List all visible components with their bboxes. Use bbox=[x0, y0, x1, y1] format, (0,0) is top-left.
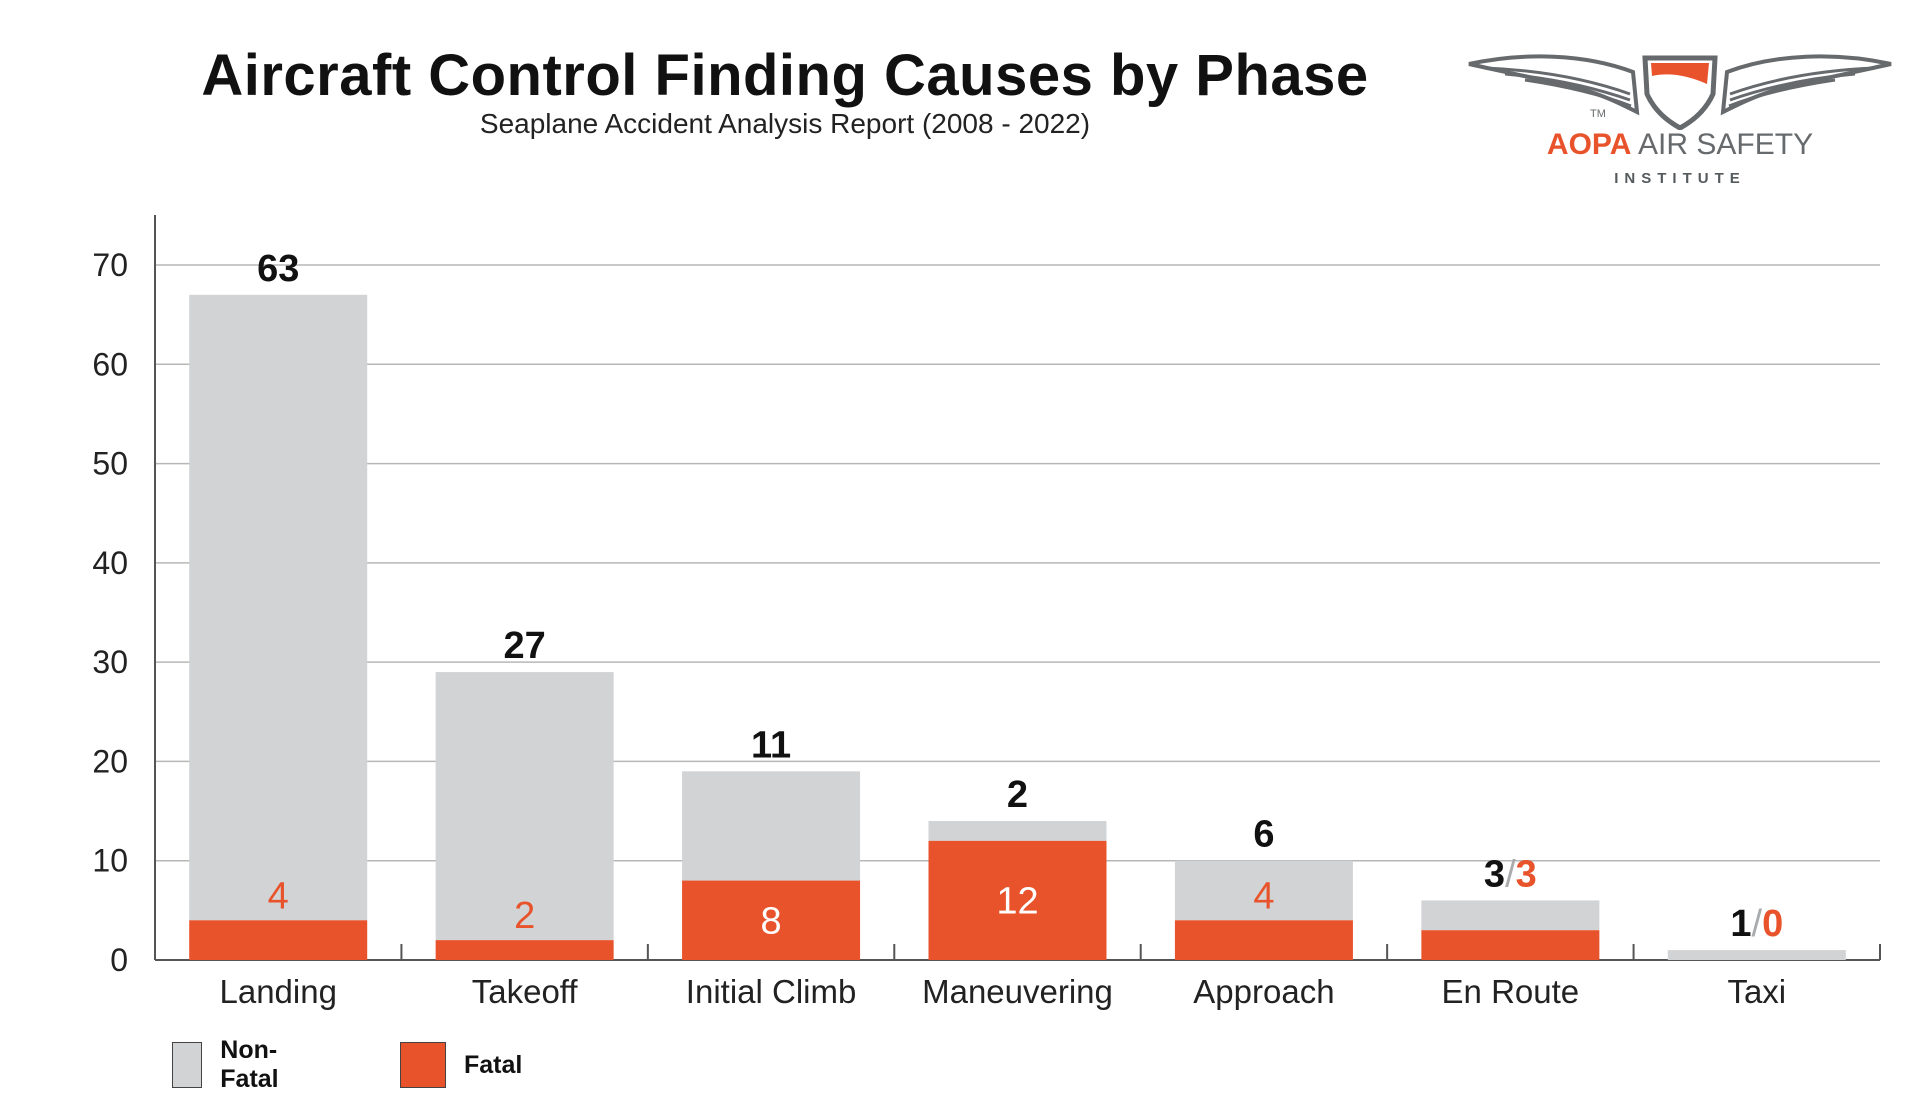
y-tick-label: 10 bbox=[92, 843, 128, 879]
x-category-label: Takeoff bbox=[472, 973, 579, 1010]
bar-fatal bbox=[1421, 930, 1600, 960]
y-tick-label: 60 bbox=[92, 346, 128, 382]
x-category-label: Maneuvering bbox=[922, 973, 1113, 1010]
data-label-non-fatal: 63 bbox=[257, 248, 299, 290]
data-label-fatal: 8 bbox=[761, 900, 782, 942]
data-label-non-fatal: 11 bbox=[751, 724, 791, 766]
data-label-fatal: 4 bbox=[1253, 875, 1274, 917]
bar-non-fatal bbox=[1667, 950, 1846, 960]
legend-swatch-non-fatal bbox=[172, 1042, 203, 1088]
y-tick-label: 50 bbox=[92, 446, 128, 482]
chart-title: Aircraft Control Finding Causes by Phase bbox=[201, 43, 1369, 108]
logo-trademark: TM bbox=[1590, 108, 1606, 120]
bar-fatal bbox=[928, 840, 1107, 960]
chart-subtitle: Seaplane Accident Analysis Report (2008 … bbox=[479, 108, 1091, 139]
legend-item-fatal: Fatal bbox=[400, 1040, 522, 1090]
y-tick-label: 20 bbox=[92, 743, 128, 779]
data-label-non-fatal: 27 bbox=[504, 625, 546, 667]
x-category-label: Taxi bbox=[1727, 973, 1786, 1010]
grid-lines bbox=[155, 264, 1880, 862]
bar-non-fatal bbox=[435, 672, 614, 941]
x-category-label: Approach bbox=[1193, 973, 1334, 1010]
bar-non-fatal bbox=[928, 821, 1107, 841]
data-label-fatal: 4 bbox=[268, 875, 289, 917]
bars bbox=[189, 294, 1846, 960]
x-category-label: En Route bbox=[1442, 973, 1580, 1010]
legend-item-non-fatal: Non-Fatal bbox=[172, 1036, 294, 1093]
data-label-non-fatal: 2 bbox=[1007, 774, 1028, 816]
y-tick-label: 0 bbox=[110, 942, 128, 978]
logo-institute: INSTITUTE bbox=[1614, 170, 1746, 187]
y-tick-label: 30 bbox=[92, 644, 128, 680]
bar-non-fatal bbox=[1174, 860, 1353, 921]
bar-fatal bbox=[1174, 920, 1353, 960]
bar-non-fatal bbox=[682, 771, 861, 881]
aopa-logo: AOPA AIR SAFETY INSTITUTE bbox=[1465, 50, 1895, 190]
bar-fatal bbox=[682, 880, 861, 960]
bar-fatal bbox=[189, 920, 368, 960]
legend-label-non-fatal: Non-Fatal bbox=[220, 1036, 279, 1093]
x-category-label: Landing bbox=[219, 973, 336, 1010]
data-label-combined: 3/3 bbox=[1484, 853, 1537, 895]
logo-wordmark: AOPA AIR SAFETY bbox=[1546, 128, 1814, 161]
legend-swatch-fatal bbox=[400, 1042, 446, 1088]
data-label-combined: 1/0 bbox=[1730, 903, 1783, 945]
data-labels: Landing 63 4 Takeoff 27 2 Initial Climb 11 8 Mane… bbox=[219, 248, 1786, 1010]
data-label-fatal: 2 bbox=[514, 895, 535, 937]
x-category-label: Initial Climb bbox=[686, 973, 857, 1010]
winged-shield-icon bbox=[1468, 54, 1892, 131]
y-tick-label: 40 bbox=[92, 545, 128, 581]
bar-fatal bbox=[435, 940, 614, 960]
data-label-fatal: 12 bbox=[996, 880, 1038, 922]
data-label-non-fatal: 6 bbox=[1253, 814, 1274, 856]
bar-non-fatal bbox=[189, 294, 368, 921]
y-tick-label: 70 bbox=[92, 247, 128, 283]
bar-non-fatal bbox=[1421, 900, 1600, 931]
legend-label-fatal: Fatal bbox=[464, 1050, 523, 1079]
